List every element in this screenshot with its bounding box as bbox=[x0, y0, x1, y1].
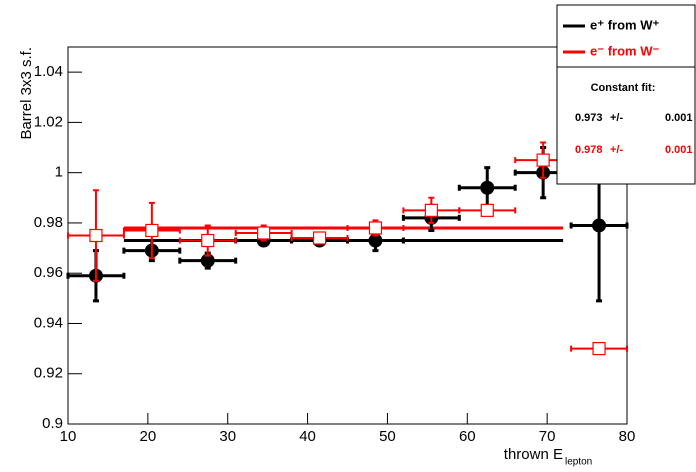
y-tick-label: 0.98 bbox=[34, 214, 63, 231]
point bbox=[368, 233, 383, 248]
x-axis-title-sub: lepton bbox=[565, 457, 592, 468]
x-tick-label: 60 bbox=[459, 428, 476, 445]
point bbox=[536, 153, 550, 167]
fit-error: 0.001 bbox=[665, 144, 693, 156]
fit-separator: +/- bbox=[610, 112, 623, 124]
x-tick-label: 70 bbox=[539, 428, 556, 445]
legend-box bbox=[556, 4, 696, 68]
point bbox=[368, 221, 383, 235]
fit-value: 0.973 bbox=[575, 112, 603, 124]
point bbox=[424, 203, 438, 217]
point bbox=[592, 218, 607, 233]
fit-error: 0.001 bbox=[665, 112, 693, 124]
y-tick-label: 0.92 bbox=[34, 365, 63, 382]
fit-value: 0.978 bbox=[575, 144, 603, 156]
y-tick-label: 0.9 bbox=[42, 415, 63, 432]
point bbox=[201, 233, 215, 248]
y-axis-title: Barrel 3x3 s.f. bbox=[18, 47, 35, 140]
y-tick-label: 0.96 bbox=[34, 264, 63, 281]
x-tick-label: 80 bbox=[619, 428, 636, 445]
point bbox=[312, 231, 327, 245]
legend-label: e⁻ from W⁻ bbox=[590, 43, 659, 58]
y-tick-label: 0.94 bbox=[34, 314, 63, 331]
x-tick-label: 10 bbox=[60, 428, 77, 445]
x-tick-label: 30 bbox=[219, 428, 236, 445]
fit-separator: +/- bbox=[610, 144, 623, 156]
legend-label: e⁺ from W⁺ bbox=[590, 17, 659, 32]
point bbox=[257, 226, 271, 240]
y-tick-label: 1.04 bbox=[34, 63, 63, 80]
point bbox=[145, 223, 159, 238]
point bbox=[89, 228, 103, 243]
x-tick-label: 50 bbox=[379, 428, 396, 445]
point bbox=[592, 342, 606, 356]
x-tick-label: 40 bbox=[299, 428, 316, 445]
point bbox=[200, 253, 215, 268]
point bbox=[480, 203, 494, 217]
y-tick-label: 1.02 bbox=[34, 113, 63, 130]
point bbox=[480, 180, 495, 195]
x-axis-title: thrown E bbox=[504, 446, 563, 463]
y-tick-label: 1 bbox=[55, 164, 63, 181]
fit-title: Constant fit: bbox=[591, 82, 656, 94]
x-tick-label: 20 bbox=[140, 428, 157, 445]
fit-box bbox=[556, 66, 696, 185]
